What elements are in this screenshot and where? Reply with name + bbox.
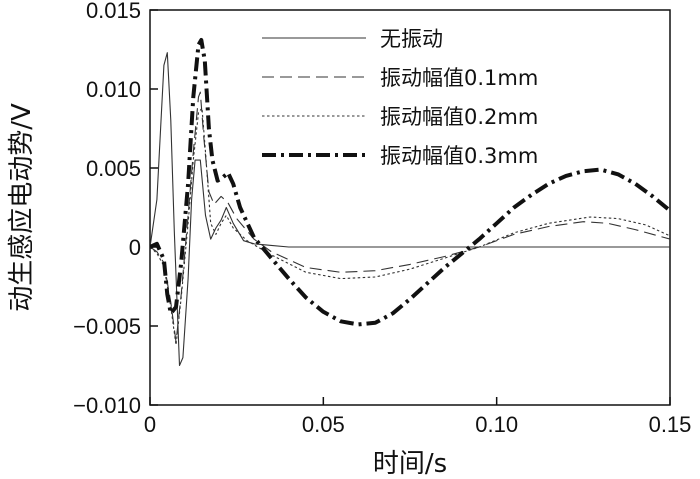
- y-tick-label: 0: [129, 235, 141, 260]
- y-axis-title: 动生感应电动势/V: [7, 103, 37, 312]
- series-line-1: [150, 52, 670, 367]
- y-tick-label: 0.015: [86, 0, 141, 23]
- y-tick-label: −0.005: [73, 314, 141, 339]
- x-axis-title: 时间/s: [373, 449, 447, 479]
- legend-label-2: 振动幅值0.1mm: [380, 66, 538, 90]
- series-lines: [150, 38, 670, 367]
- series-line-4: [150, 38, 670, 327]
- y-tick-label: −0.010: [73, 393, 141, 418]
- y-tick-label: 0.010: [86, 77, 141, 102]
- x-tick-label: 0.05: [302, 412, 345, 437]
- legend-label-1: 无振动: [380, 27, 443, 51]
- plot-area-border: [149, 9, 671, 406]
- plot-frame: [149, 9, 671, 406]
- y-tick-label: 0.005: [86, 156, 141, 181]
- axis-ticks: 0 0.05 0.10 0.15 0.015 0.010 0.005 0 −0.005 −0.01…: [73, 0, 691, 437]
- x-tick-label: 0: [144, 412, 156, 437]
- legend-label-4: 振动幅值0.3mm: [380, 144, 538, 168]
- x-tick-label: 0.15: [649, 412, 692, 437]
- series-line-2: [150, 91, 670, 343]
- legend-label-3: 振动幅值0.2mm: [380, 105, 538, 129]
- x-tick-label: 0.10: [475, 412, 518, 437]
